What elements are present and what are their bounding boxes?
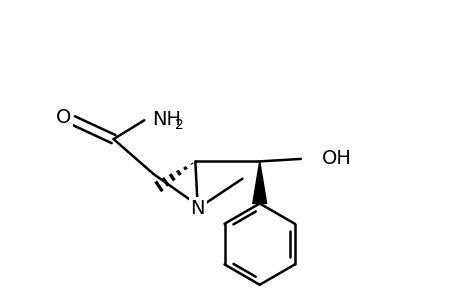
- Text: 2: 2: [174, 118, 183, 132]
- Text: N: N: [190, 199, 205, 218]
- Polygon shape: [252, 161, 266, 203]
- Text: NH: NH: [151, 110, 180, 129]
- Text: OH: OH: [321, 149, 351, 168]
- Text: O: O: [56, 108, 72, 127]
